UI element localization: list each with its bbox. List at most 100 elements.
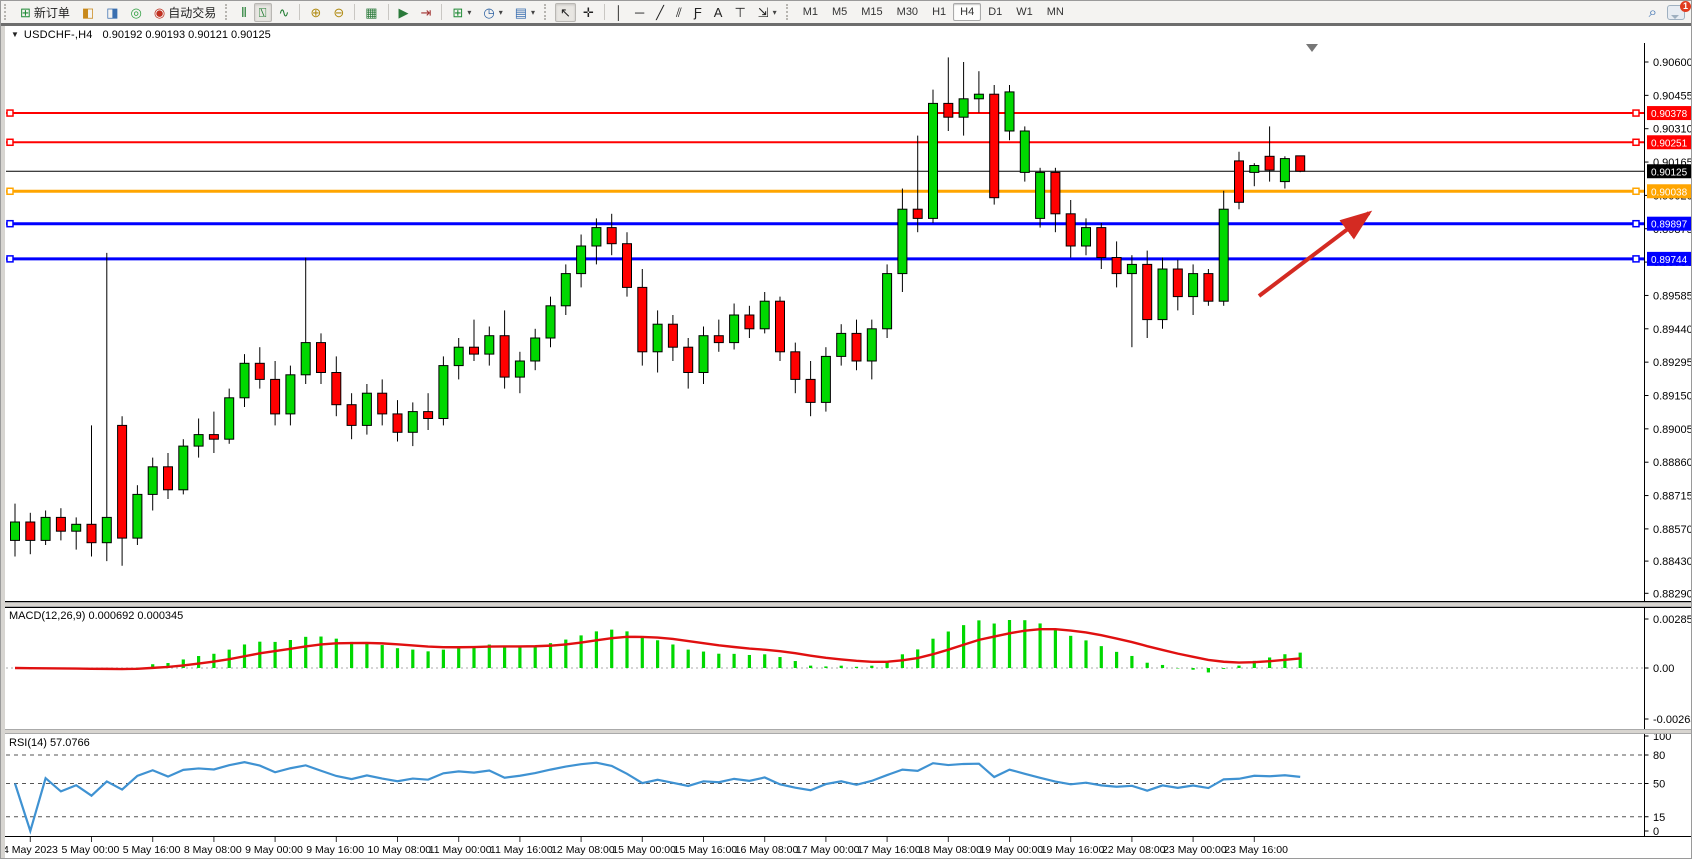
new-order-icon: ⊞ bbox=[20, 4, 31, 20]
zoom-in-button[interactable]: ⊕ bbox=[305, 3, 326, 22]
macd-indicator-pane[interactable]: 0.002855 0.00 -0.002634 bbox=[1, 607, 1691, 730]
hline-handle[interactable] bbox=[6, 187, 14, 196]
chevron-down-icon[interactable]: ▾ bbox=[772, 7, 777, 17]
toolbar-grip[interactable] bbox=[544, 4, 551, 20]
hline-handle[interactable] bbox=[1632, 255, 1640, 263]
market-watch-button[interactable]: ◧ bbox=[77, 3, 99, 22]
crosshair-button[interactable]: ✛ bbox=[578, 3, 599, 22]
new-order-button[interactable]: ⊞ 新订单 bbox=[15, 1, 75, 24]
pane-splitter[interactable] bbox=[1, 729, 1691, 734]
trend-arrow-annotation[interactable] bbox=[1257, 210, 1373, 298]
timeframe-m1-button[interactable]: M1 bbox=[802, 6, 818, 18]
vertical-line-button[interactable]: │ bbox=[610, 3, 628, 22]
chart-shift-button[interactable]: ⇥ bbox=[416, 3, 437, 22]
candle bbox=[622, 243, 632, 288]
time-axis-label: 19 May 00:00 bbox=[980, 844, 1044, 856]
rsi-indicator-pane[interactable]: 100 80 50 15 0 bbox=[1, 734, 1691, 837]
chart-shift-marker[interactable] bbox=[1306, 44, 1318, 52]
hline-handle[interactable] bbox=[1632, 109, 1640, 117]
cursor-button[interactable]: ↖ bbox=[555, 2, 576, 22]
candle bbox=[270, 378, 281, 415]
timeframe-m15-button[interactable]: M15 bbox=[861, 6, 883, 18]
price-badge-label: 0.90378 bbox=[1651, 109, 1688, 120]
candle bbox=[499, 335, 510, 378]
toolbar-group-chart-type: ⫴ ⍂ ∿ bbox=[235, 2, 295, 22]
data-window-button[interactable]: ◨ bbox=[101, 3, 123, 22]
candle bbox=[300, 342, 311, 376]
hline-handle[interactable] bbox=[6, 109, 14, 117]
collapse-icon[interactable]: ▼ bbox=[11, 30, 19, 39]
chevron-down-icon[interactable]: ▾ bbox=[467, 7, 472, 17]
candle bbox=[147, 466, 158, 495]
timeframe-h4-button[interactable]: H4 bbox=[953, 3, 982, 21]
text-label-button[interactable]: ⊤ bbox=[729, 3, 750, 22]
time-axis-label: 19 May 16:00 bbox=[1041, 844, 1105, 856]
equidistant-channel-button[interactable]: ⫽ bbox=[671, 3, 687, 22]
auto-scroll-button[interactable]: ▶ bbox=[394, 3, 414, 22]
timeframe-m5-button[interactable]: M5 bbox=[831, 6, 848, 18]
text-button[interactable]: A bbox=[709, 3, 728, 22]
navigator-button[interactable]: ◎ bbox=[126, 3, 147, 22]
chart-symbol-title: USDCHF-,H4 bbox=[23, 28, 93, 41]
timeframe-m30-button[interactable]: M30 bbox=[896, 6, 919, 18]
zoom-out-button[interactable]: ⊖ bbox=[328, 3, 349, 22]
rsi-axis-tick: 80 bbox=[1653, 750, 1665, 762]
chart-title-bar[interactable]: ▼ USDCHF-,H4 0.90192 0.90193 0.90121 0.9… bbox=[1, 26, 1691, 43]
toolbar-grip[interactable] bbox=[785, 4, 793, 20]
tile-windows-icon: ▦ bbox=[365, 4, 378, 20]
arrows-icon: ⇲ bbox=[757, 4, 769, 20]
bar-chart-button[interactable]: ⫴ bbox=[236, 3, 251, 22]
price-badge-label: 0.89897 bbox=[1651, 220, 1688, 231]
hline-handle[interactable] bbox=[6, 219, 14, 228]
price-axis-tick: 0.89295 bbox=[1653, 357, 1692, 369]
indicators-button[interactable]: ▤ ▾ bbox=[510, 3, 540, 22]
candle bbox=[1096, 227, 1107, 259]
candle bbox=[1295, 155, 1306, 172]
time-axis-label: 15 May 16:00 bbox=[674, 844, 738, 856]
hline-handle[interactable] bbox=[6, 255, 14, 263]
new-chart-button[interactable]: ⊞ ▾ bbox=[447, 3, 476, 22]
candle bbox=[652, 323, 663, 353]
candle bbox=[423, 411, 434, 420]
candle bbox=[377, 392, 388, 415]
fibonacci-button[interactable]: Ƒ bbox=[689, 3, 707, 22]
tile-windows-button[interactable]: ▦ bbox=[360, 3, 382, 22]
hline-handle[interactable] bbox=[1632, 138, 1640, 147]
horizontal-line-button[interactable]: ─ bbox=[630, 3, 649, 22]
hline-handle[interactable] bbox=[1632, 219, 1640, 228]
hline-handle[interactable] bbox=[6, 138, 14, 147]
candle bbox=[851, 332, 862, 362]
candlestick-chart-button[interactable]: ⍂ bbox=[253, 2, 272, 22]
candle bbox=[208, 434, 219, 440]
window-edge-strip bbox=[1, 23, 1691, 26]
price-chart-pane[interactable]: 0.906000.904550.903100.901650.900200.898… bbox=[1, 43, 1692, 602]
chevron-down-icon[interactable]: ▾ bbox=[531, 7, 536, 17]
timeframe-d1-button[interactable]: D1 bbox=[988, 6, 1003, 18]
line-chart-button[interactable]: ∿ bbox=[274, 3, 295, 22]
auto-trading-button[interactable]: ◉ 自动交易 bbox=[149, 1, 221, 24]
chevron-down-icon[interactable]: ▾ bbox=[498, 7, 503, 17]
trendline-button[interactable]: ╱ bbox=[651, 3, 669, 22]
time-axis-label: 23 May 00:00 bbox=[1163, 844, 1227, 856]
notifications-icon[interactable]: 1 bbox=[1667, 1, 1691, 20]
equidistant-channel-icon: ⫽ bbox=[676, 4, 682, 20]
toolbar-grip[interactable] bbox=[225, 4, 232, 20]
timeframe-mn-button[interactable]: MN bbox=[1046, 6, 1064, 18]
price-badge bbox=[1647, 135, 1691, 150]
timeframe-h1-button[interactable]: H1 bbox=[932, 6, 947, 18]
trendline-icon: ╱ bbox=[656, 4, 664, 20]
periods-button[interactable]: ◷ ▾ bbox=[478, 3, 507, 22]
hline-handle[interactable] bbox=[1632, 187, 1640, 196]
toolbar-grip[interactable] bbox=[4, 4, 11, 20]
arrows-button[interactable]: ⇲ ▾ bbox=[753, 3, 782, 22]
candle bbox=[254, 362, 265, 380]
candle bbox=[1279, 158, 1290, 183]
price-axis-tick: 0.90310 bbox=[1653, 124, 1692, 136]
timeframe-w1-button[interactable]: W1 bbox=[1016, 6, 1033, 18]
pane-splitter[interactable] bbox=[1, 602, 1691, 607]
candle bbox=[10, 521, 20, 541]
price-axis-tick: 0.89150 bbox=[1653, 391, 1692, 403]
search-icon[interactable]: ⌕ bbox=[1648, 3, 1657, 21]
time-axis[interactable]: 4 May 2023 5 May 00:00 5 May 16:00 8 May 08… bbox=[1, 837, 1691, 858]
